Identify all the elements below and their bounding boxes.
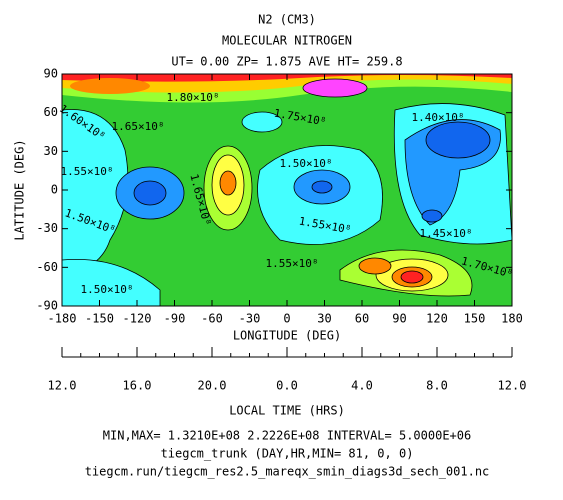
y-tick-label: -30	[36, 221, 58, 235]
footer: tiegcm_trunk (DAY,HR,MIN= 81, 0, 0)	[161, 447, 414, 461]
y-tick-label: -90	[36, 299, 58, 313]
x2-tick-label: 12.0	[498, 379, 527, 393]
x-tick-label: -180	[48, 312, 77, 326]
y-tick-label: 0	[51, 183, 58, 197]
x-tick-label: -60	[201, 312, 223, 326]
x-axis-label: LONGITUDE (DEG)	[233, 329, 341, 343]
x-tick-label: 30	[317, 312, 331, 326]
x-tick-label: -30	[239, 312, 261, 326]
x-tick-label: 90	[392, 312, 406, 326]
x-tick-label: -90	[164, 312, 186, 326]
contour-label: 1.65×10⁸	[112, 120, 165, 133]
x2-tick-label: 12.0	[48, 379, 77, 393]
footer: MIN,MAX= 1.3210E+08 2.2226E+08 INTERVAL=…	[103, 429, 471, 443]
x-tick-label: 0	[283, 312, 290, 326]
y-tick-label: 90	[44, 67, 58, 81]
x-tick-label: -150	[85, 312, 114, 326]
x2-tick-label: 8.0	[426, 379, 448, 393]
y-axis-label: LATITUDE (DEG)	[13, 139, 27, 240]
contour-label: 1.55×10⁸	[266, 257, 319, 270]
footer: tiegcm.run/tiegcm_res2.5_mareqx_smin_dia…	[85, 465, 490, 479]
contour-label: 1.80×10⁸	[167, 91, 220, 104]
title: MOLECULAR NITROGEN	[222, 34, 352, 48]
y-tick-label: -60	[36, 260, 58, 274]
contour-label: 1.50×10⁸	[280, 157, 333, 170]
x2-tick-label: 16.0	[123, 379, 152, 393]
x-tick-label: 120	[426, 312, 448, 326]
y-tick-label: 60	[44, 105, 58, 119]
x2-axis-label: LOCAL TIME (HRS)	[229, 404, 345, 418]
x-tick-label: 180	[501, 312, 523, 326]
x-tick-label: -120	[123, 312, 152, 326]
y-tick-label: 30	[44, 144, 58, 158]
x2-tick-label: 4.0	[351, 379, 373, 393]
x2-tick-label: 20.0	[198, 379, 227, 393]
x2-tick-label: 0.0	[276, 379, 298, 393]
contour-label: 1.40×10⁸	[412, 111, 465, 124]
title: N2 (CM3)	[258, 13, 316, 27]
x-tick-label: 60	[355, 312, 369, 326]
contour-label: 1.50×10⁸	[81, 283, 134, 296]
x-tick-label: 150	[464, 312, 486, 326]
contour-label: 1.55×10⁸	[61, 165, 114, 178]
title: UT= 0.00 ZP= 1.875 AVE HT= 259.8	[171, 55, 402, 69]
contour-label: 1.45×10⁸	[420, 227, 473, 240]
